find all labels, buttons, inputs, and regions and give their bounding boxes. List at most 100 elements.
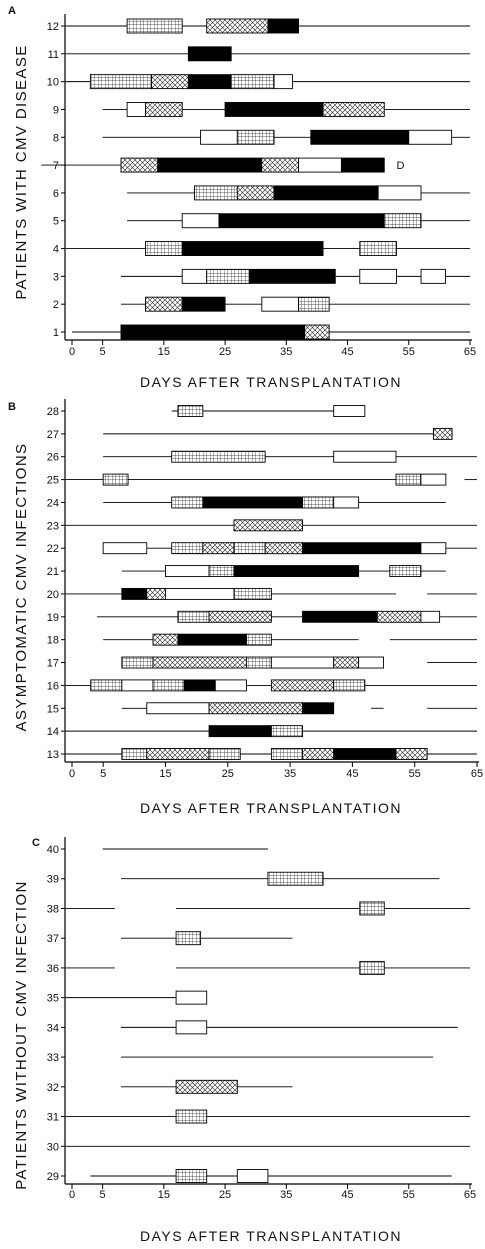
p1-patient-label: 21 bbox=[47, 566, 59, 578]
p1-episode-open-box bbox=[420, 610, 441, 623]
p0-episode-solid-box bbox=[120, 324, 306, 340]
panel-c-label: C bbox=[32, 837, 40, 849]
p2-patient-label: 39 bbox=[47, 874, 59, 886]
p1-episode-grid-box bbox=[233, 542, 266, 555]
p1-episode-grid-box bbox=[246, 633, 272, 646]
p0-x-tick-label: 65 bbox=[464, 346, 476, 358]
p0-patient-label: 12 bbox=[47, 21, 59, 33]
p0-death-marker: D bbox=[397, 160, 405, 172]
p1-patient-label: 19 bbox=[47, 612, 59, 624]
p2-patient-label: 29 bbox=[47, 1171, 59, 1183]
p1-episode-cross-box bbox=[146, 748, 210, 760]
p1-episode-open-box bbox=[358, 656, 384, 669]
p0-episode-cross-box bbox=[120, 157, 159, 173]
panel-b-xlabel: DAYS AFTER TRANSPLANTATION bbox=[140, 800, 402, 816]
p1-episode-cross-box bbox=[152, 656, 247, 669]
p1-episode-grid-box bbox=[152, 679, 185, 692]
p2-x-tick-label: 5 bbox=[100, 1189, 106, 1201]
p1-episode-grid-box bbox=[333, 679, 366, 692]
p2-patient-label: 33 bbox=[47, 1052, 59, 1064]
p0-episode-grid-box bbox=[145, 241, 183, 256]
p0-episode-solid-box bbox=[218, 213, 385, 229]
p1-patient-label: 22 bbox=[47, 543, 59, 555]
p1-episode-grid-box bbox=[246, 656, 272, 669]
p2-episode-grid-box bbox=[359, 960, 385, 975]
p0-episode-cross-box bbox=[236, 185, 275, 201]
p2-episode-grid-box bbox=[359, 901, 385, 916]
p1-episode-grid-box bbox=[233, 587, 272, 600]
p2-episode-grid-box bbox=[267, 871, 324, 886]
p1-episode-solid-box bbox=[202, 496, 303, 509]
p0-episode-solid-box bbox=[273, 185, 379, 201]
p1-episode-open-box bbox=[333, 496, 360, 509]
p1-episode-open-box bbox=[102, 542, 148, 555]
p1-x-tick-label: 55 bbox=[409, 768, 421, 780]
p1-episode-open-box bbox=[333, 405, 366, 417]
p2-patient-label: 31 bbox=[47, 1112, 59, 1124]
p0-patient-label: 6 bbox=[53, 188, 59, 200]
p1-patient-label: 24 bbox=[47, 497, 59, 509]
p2-x-tick-label: 25 bbox=[219, 1189, 231, 1201]
p1-patient-label: 25 bbox=[47, 475, 59, 487]
p2-x-tick-label: 0 bbox=[69, 1189, 75, 1201]
p0-episode-grid-box bbox=[298, 296, 330, 312]
p0-episode-cross-box bbox=[151, 74, 189, 90]
panel-b: 0 5 15 25 35 45 55 65 28 27 26 25 24 23 22 21 20 19 18 17 16… bbox=[47, 399, 483, 780]
p1-x-tick-label: 0 bbox=[69, 768, 75, 780]
p1-episode-cross-box bbox=[395, 748, 428, 760]
p1-episode-open-box bbox=[165, 565, 210, 578]
p1-patient-label: 28 bbox=[47, 406, 59, 418]
p0-patient-label: 4 bbox=[53, 244, 59, 256]
p1-episode-solid-box bbox=[183, 679, 216, 692]
p0-x-tick-label: 35 bbox=[280, 346, 292, 358]
p1-episode-cross-box bbox=[264, 542, 303, 555]
panel-a-xlabel: DAYS AFTER TRANSPLANTATION bbox=[140, 374, 402, 390]
p0-episode-open-box bbox=[298, 157, 342, 173]
p2-x-tick-label: 35 bbox=[280, 1189, 292, 1201]
panel-a-label: A bbox=[8, 5, 16, 17]
p0-episode-open-box bbox=[200, 129, 238, 145]
p0-episode-solid-box bbox=[187, 46, 232, 62]
p1-episode-cross-box bbox=[302, 748, 335, 760]
p1-episode-cross-box bbox=[333, 656, 360, 669]
p1-episode-grid-box bbox=[171, 496, 204, 509]
p1-episode-solid-box bbox=[302, 542, 422, 555]
p1-episode-solid-box bbox=[177, 633, 247, 646]
p1-episode-cross-box bbox=[208, 610, 272, 623]
p2-patient-label: 40 bbox=[47, 844, 59, 856]
panel-c-xlabel: DAYS AFTER TRANSPLANTATION bbox=[140, 1228, 402, 1244]
p0-episode-open-box bbox=[126, 102, 146, 117]
p0-patient-label: 2 bbox=[53, 299, 59, 311]
p2-patient-label: 38 bbox=[47, 903, 59, 915]
p1-x-tick-label: 35 bbox=[284, 768, 296, 780]
p1-episode-grid-box bbox=[177, 610, 210, 623]
panel-c-ylabel: PATIENTS WITHOUT CMV INFECTION bbox=[13, 880, 30, 1190]
p1-episode-open-box bbox=[165, 587, 235, 600]
p0-episode-solid-box bbox=[187, 74, 232, 90]
p2-x-tick-label: 15 bbox=[158, 1189, 170, 1201]
p0-episode-cross-box bbox=[145, 102, 183, 117]
p1-episode-grid-box bbox=[171, 450, 266, 463]
p1-episode-grid-box bbox=[208, 748, 241, 760]
p1-episode-grid-box bbox=[302, 496, 335, 509]
p1-episode-open-box bbox=[333, 450, 397, 463]
p1-episode-grid-box bbox=[270, 725, 303, 738]
p1-patient-label: 13 bbox=[47, 749, 59, 761]
p2-patient-label: 32 bbox=[47, 1082, 59, 1094]
p1-patient-label: 23 bbox=[47, 520, 59, 532]
p0-episode-open-box bbox=[420, 268, 446, 284]
p0-episode-grid-box bbox=[126, 18, 183, 34]
p0-episode-solid-box bbox=[181, 296, 226, 312]
p1-episode-open-box bbox=[420, 542, 447, 555]
p0-episode-solid-box bbox=[157, 157, 263, 173]
p0-x-tick-label: 5 bbox=[100, 346, 106, 358]
p0-x-tick-label: 15 bbox=[158, 346, 170, 358]
p1-episode-grid-box bbox=[270, 748, 303, 760]
p2-patient-label: 37 bbox=[47, 933, 59, 945]
p2-x-tick-label: 45 bbox=[341, 1189, 353, 1201]
p0-patient-label: 8 bbox=[53, 132, 59, 144]
p1-episode-cross-box bbox=[146, 587, 166, 600]
p1-x-tick-label: 15 bbox=[159, 768, 171, 780]
